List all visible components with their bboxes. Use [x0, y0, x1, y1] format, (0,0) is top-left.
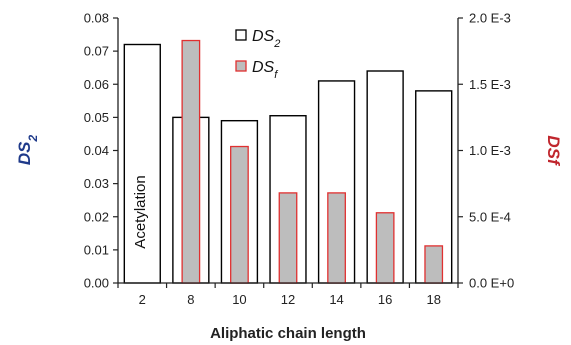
left-tick-label: 0.08	[84, 11, 109, 26]
legend-label-ds2: DS2	[252, 28, 280, 50]
bar-dsf-14	[327, 192, 346, 284]
legend-label-dsf-sub: f	[274, 69, 278, 81]
left-tick-label: 0.04	[84, 143, 109, 158]
right-tick-label: 1.5 E-3	[469, 77, 511, 92]
bars-dsf-group	[181, 39, 444, 284]
x-tick-label: 8	[187, 292, 194, 307]
acetylation-annotation: Acetylation	[132, 175, 149, 248]
legend-label-ds2-main: DS	[252, 28, 275, 45]
right-tick-label: 0.0 E+0	[469, 276, 514, 291]
x-tick-label: 10	[232, 292, 246, 307]
right-tick-label: 5.0 E-4	[469, 209, 511, 224]
x-tick-label: 16	[378, 292, 392, 307]
x-axis-label: Aliphatic chain length	[210, 325, 366, 342]
legend-label-ds2-sub: 2	[273, 38, 280, 50]
left-tick-label: 0.06	[84, 77, 109, 92]
bar-dsf-18	[424, 245, 444, 284]
x-tick-label: 2	[139, 292, 146, 307]
x-tick-label: 14	[329, 292, 343, 307]
right-tick-label: 1.0 E-3	[469, 143, 511, 158]
left-tick-label: 0.00	[84, 276, 109, 291]
left-tick-label: 0.07	[84, 44, 109, 59]
legend-label-dsf: DSf	[252, 59, 278, 81]
bar-dsf-16	[375, 212, 395, 284]
left-tick-label: 0.01	[84, 242, 109, 257]
legend-label-dsf-main: DS	[252, 59, 275, 76]
bar-dsf-10	[230, 145, 249, 284]
legend-swatch-ds2	[235, 29, 247, 41]
left-axis-label: DS2	[15, 135, 40, 166]
left-ticks-group: 0.00 0.01 0.02 0.03 0.04 0.05 0.06 0.07 0.08	[84, 11, 118, 291]
bar-ds2-2	[123, 43, 161, 284]
legend: DS2 DSf	[235, 28, 280, 81]
left-tick-label: 0.03	[84, 176, 109, 191]
bar-dsf-8	[181, 39, 201, 284]
x-tick-label: 12	[281, 292, 295, 307]
right-tick-label: 2.0 E-3	[469, 11, 511, 26]
left-tick-label: 0.05	[84, 110, 109, 125]
right-axis-label: DSf	[544, 135, 563, 167]
x-ticks-group: 2 8 10 12 14 16 18	[117, 283, 459, 307]
left-tick-label: 0.02	[84, 209, 109, 224]
left-axis-label-sub: 2	[26, 135, 40, 143]
right-ticks-group: 0.0 E+0 5.0 E-4 1.0 E-3 1.5 E-3 2.0 E-3	[458, 11, 514, 291]
bars-ds2-group	[123, 43, 453, 284]
left-axis-label-main: DS	[15, 141, 34, 165]
legend-swatch-dsf	[235, 60, 247, 72]
bar-dsf-12	[278, 192, 298, 284]
x-tick-label: 18	[426, 292, 440, 307]
